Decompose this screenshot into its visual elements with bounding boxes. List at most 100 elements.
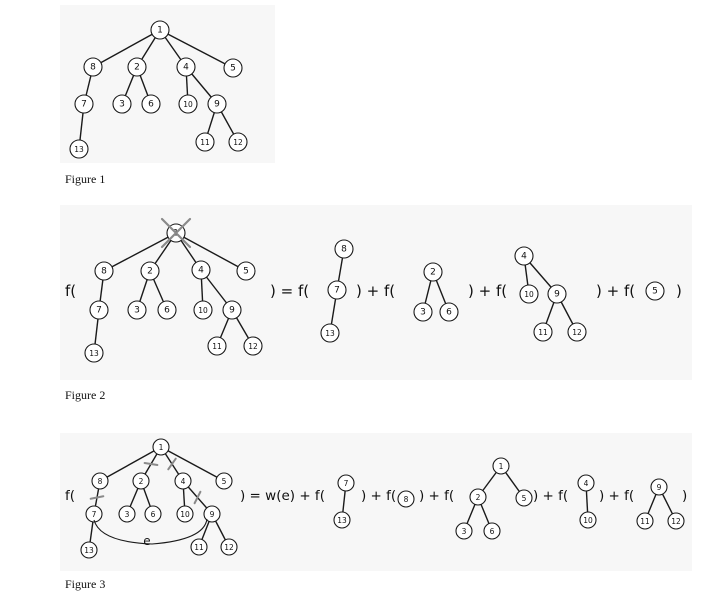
figure3-caption: Figure 3	[65, 577, 105, 591]
fig2-main-node-5-circle	[236, 261, 256, 281]
fig2-main-node-12: 12	[243, 336, 263, 356]
fig1-node-9: 9	[207, 94, 227, 114]
fig3-term-5: ) + f(	[599, 488, 634, 504]
cut-mark-4-9	[193, 490, 202, 505]
fig1-node-8: 8	[83, 57, 103, 77]
fig1-node-11-circle	[195, 132, 215, 152]
fig3-main-node-2-circle	[132, 472, 150, 490]
fig3-part4-node-11-label: 11	[640, 517, 650, 526]
fig3-main-node-4-circle	[174, 472, 192, 490]
fig3-main-node-5: 5	[215, 472, 233, 490]
fig3-main-node-1: 1	[152, 438, 170, 456]
fig3-part3-node-10: 10	[579, 511, 597, 529]
fig3-main-node-12-label: 12	[224, 543, 234, 552]
fig1-node-12-circle	[228, 132, 248, 152]
fig3-main-node-8: 8	[91, 472, 109, 490]
fig3-term-4: ) + f(	[533, 488, 568, 504]
fig2-main-node-9-label: 9	[229, 306, 235, 316]
fig2-part2-node-12-label: 12	[572, 328, 582, 337]
fig1-node-5-circle	[223, 58, 243, 78]
fig3-main-node-7-label: 7	[92, 510, 97, 519]
fig3-part4-node-12-circle	[667, 512, 685, 530]
fig2-part1-node-3-circle	[413, 302, 433, 322]
fig3-term-0: f(	[65, 488, 75, 504]
fig2-part3-node-5-label: 5	[652, 287, 658, 297]
fig1-node-1-label: 1	[157, 26, 163, 36]
fig1-edge-1-8	[92, 29, 161, 68]
fig3-main-node-4: 4	[174, 472, 192, 490]
fig3-main-node-1-label: 1	[159, 443, 164, 452]
fig3-part2-node-1-label: 1	[499, 462, 504, 471]
fig2-main-node-4-label: 4	[198, 266, 204, 276]
fig3-part4-node-12: 12	[667, 512, 685, 530]
fig3-main-node-7: 7	[85, 505, 103, 523]
fig2-main-node-2-label: 2	[147, 267, 153, 277]
fig2-part1-node-2-circle	[423, 262, 443, 282]
fig2-part1-node-6: 6	[439, 302, 459, 322]
fig2-main-node-3: 3	[127, 300, 147, 320]
fig2-part0-node-8-circle	[334, 239, 354, 259]
fig3-main-node-12-circle	[220, 538, 238, 556]
fig2-main-node-9-circle	[222, 300, 242, 320]
fig2-main-node-10: 10	[193, 300, 213, 320]
fig2-part2-node-9-circle	[547, 284, 567, 304]
fig3-main-node-6-circle	[144, 505, 162, 523]
fig3-part2-node-2-circle	[469, 488, 487, 506]
fig2-main-node-11-circle	[207, 336, 227, 356]
fig3-term-2: ) + f(	[361, 488, 396, 504]
fig1-node-3-circle	[112, 94, 132, 114]
fig3-main-node-1-circle	[152, 438, 170, 456]
fig3-part4-node-12-label: 12	[671, 517, 681, 526]
fig2-main-node-10-label: 10	[198, 306, 208, 315]
fig2-main-node-12-circle	[243, 336, 263, 356]
fig2-part3-node-5: 5	[645, 281, 665, 301]
fig2-part2-node-9-label: 9	[554, 290, 560, 300]
fig2-part0-node-8-label: 8	[341, 245, 347, 255]
fig1-node-6-circle	[141, 94, 161, 114]
fig2-main-edge-1-5	[175, 232, 247, 272]
figure2-caption: Figure 2	[65, 388, 105, 402]
cut-mark-1-4	[167, 457, 177, 471]
fig3-part2-node-6: 6	[483, 522, 501, 540]
fig3-part2-node-3-label: 3	[462, 527, 467, 536]
fig3-main-node-9: 9	[203, 505, 221, 523]
fig2-part2-node-4: 4	[514, 246, 534, 266]
fig1-node-1: 1	[150, 20, 170, 40]
fig3-part4-node-9-label: 9	[657, 483, 662, 492]
fig3-part2-node-6-label: 6	[490, 527, 495, 536]
fig2-main-node-13-label: 13	[89, 349, 99, 358]
fig3-part0-node-7-label: 7	[344, 479, 349, 488]
fig3-main-node-11: 11	[190, 538, 208, 556]
fig2-part2-node-12: 12	[567, 322, 587, 342]
fig3-part2-node-3-circle	[455, 522, 473, 540]
fig2-main-node-10-circle	[193, 300, 213, 320]
fig2-part1-node-2-label: 2	[430, 268, 436, 278]
fig2-term-4: ) + f(	[596, 282, 635, 300]
fig1-node-2-circle	[127, 57, 147, 77]
fig2-term-3: ) + f(	[468, 282, 507, 300]
fig2-part2-node-11-circle	[533, 322, 553, 342]
fig2-term-2: ) + f(	[356, 282, 395, 300]
fig1-node-9-circle	[207, 94, 227, 114]
fig1-node-11: 11	[195, 132, 215, 152]
fig2-main-node-4: 4	[191, 260, 211, 280]
fig3-part4-node-11-circle	[636, 512, 654, 530]
fig2-main-node-12-label: 12	[248, 342, 258, 351]
fig2-main-node-8-label: 8	[101, 267, 107, 277]
fig3-main-node-10-label: 10	[180, 510, 190, 519]
fig3-part2-node-2-label: 2	[476, 493, 481, 502]
fig2-main-node-8: 8	[94, 261, 114, 281]
fig1-node-7-circle	[74, 94, 94, 114]
fig2-part3-node-5-circle	[645, 281, 665, 301]
fig1-node-10: 10	[178, 94, 198, 114]
fig3-part2-node-2: 2	[469, 488, 487, 506]
fig2-part1-node-3-label: 3	[420, 308, 426, 318]
fig1-node-1-circle	[150, 20, 170, 40]
fig2-main-node-7-label: 7	[96, 306, 102, 316]
fig1-node-4-circle	[176, 57, 196, 77]
fig3-part2-node-6-circle	[483, 522, 501, 540]
fig2-part0-node-7-circle	[327, 280, 347, 300]
fig3-part4-node-11: 11	[636, 512, 654, 530]
fig2-part2-node-11: 11	[533, 322, 553, 342]
fig3-part4-node-9: 9	[650, 478, 668, 496]
